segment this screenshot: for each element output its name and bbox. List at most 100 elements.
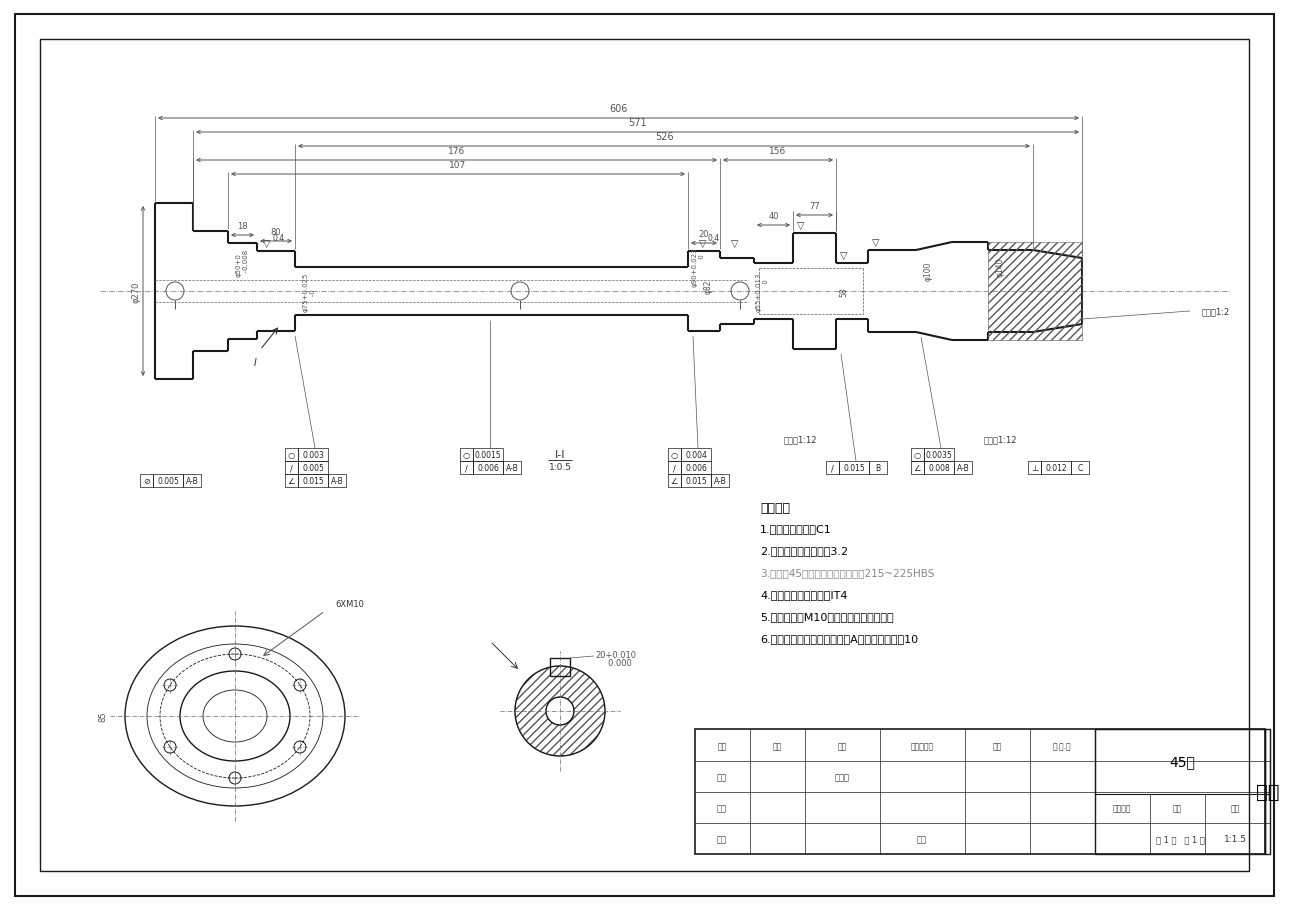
Bar [460, 448, 473, 462]
Text: 0.006: 0.006 [477, 464, 499, 473]
Text: 0.015: 0.015 [843, 464, 865, 473]
Text: 6XM10: 6XM10 [335, 599, 363, 609]
Bar [503, 462, 521, 475]
Text: 重量: 重量 [1173, 804, 1182, 813]
Text: ▽: ▽ [873, 238, 880, 248]
Text: 0.0015: 0.0015 [474, 451, 501, 459]
Text: 锥度为1:2: 锥度为1:2 [1201, 307, 1230, 316]
Text: 更改文件号: 更改文件号 [910, 742, 933, 751]
Text: 0.015: 0.015 [686, 476, 706, 486]
Bar [550, 659, 570, 676]
Text: I: I [254, 358, 257, 368]
Text: 526: 526 [655, 132, 673, 142]
Text: 0.012: 0.012 [1045, 464, 1067, 473]
Text: 20+0.010: 20+0.010 [596, 650, 635, 660]
Text: φ50+0
  -0.008: φ50+0 -0.008 [236, 249, 249, 276]
Bar [681, 462, 712, 475]
Bar [668, 475, 681, 487]
Text: C: C [1078, 464, 1083, 473]
Text: 批准: 批准 [916, 834, 927, 844]
Bar [1029, 462, 1042, 475]
Text: /: / [465, 464, 468, 473]
Text: 处数: 处数 [772, 742, 781, 751]
Bar [153, 475, 183, 487]
Bar [298, 462, 327, 475]
Text: 主轴: 主轴 [1255, 783, 1279, 801]
Text: 606: 606 [610, 104, 628, 114]
Bar [911, 448, 924, 462]
Bar [285, 448, 298, 462]
Bar [327, 475, 345, 487]
Text: ⊥: ⊥ [1031, 464, 1038, 473]
Text: 58: 58 [839, 287, 848, 296]
Text: 0.000: 0.000 [596, 659, 632, 667]
Text: I-I: I-I [554, 449, 566, 459]
Text: 176: 176 [447, 147, 465, 156]
Text: 0.008: 0.008 [928, 464, 950, 473]
Text: 20: 20 [699, 230, 709, 239]
Bar [460, 462, 473, 475]
Bar [668, 462, 681, 475]
Text: φ55+0.013
         0: φ55+0.013 0 [755, 272, 768, 312]
Bar [1094, 729, 1265, 855]
Text: 0.005: 0.005 [302, 464, 324, 473]
Text: 0.4: 0.4 [708, 234, 721, 242]
Text: 1.未注明倒角均为C1: 1.未注明倒角均为C1 [761, 524, 831, 534]
Text: ○: ○ [670, 451, 678, 459]
Text: 标记: 标记 [718, 742, 727, 751]
Bar [869, 462, 887, 475]
Text: 标准化: 标准化 [834, 773, 849, 782]
Text: 156: 156 [770, 147, 786, 156]
Bar [1094, 729, 1270, 794]
Text: ∠: ∠ [914, 464, 922, 473]
Text: ⊘: ⊘ [143, 476, 150, 486]
Bar [285, 475, 298, 487]
Text: ○: ○ [287, 451, 295, 459]
Text: φ100: φ100 [923, 261, 932, 281]
Text: 107: 107 [450, 161, 467, 169]
Bar [695, 729, 1265, 855]
Text: ▽: ▽ [840, 251, 848, 261]
Text: φ90+0.023
         0: φ90+0.023 0 [691, 247, 705, 286]
Bar [285, 462, 298, 475]
Text: 审核: 审核 [717, 804, 727, 813]
Text: 锥度为1:12: 锥度为1:12 [784, 435, 817, 444]
Text: A-B: A-B [186, 476, 199, 486]
Text: φ75+0.025
       -0: φ75+0.025 -0 [303, 272, 316, 312]
Bar [924, 462, 954, 475]
Text: 0.004: 0.004 [684, 451, 706, 459]
Text: /: / [673, 464, 675, 473]
Text: ▽: ▽ [731, 239, 739, 249]
Text: φ140: φ140 [995, 258, 1004, 277]
Text: ○: ○ [914, 451, 922, 459]
Text: 1:1.5: 1:1.5 [1223, 834, 1246, 844]
Text: 40: 40 [768, 211, 779, 220]
Text: 工艺: 工艺 [717, 834, 727, 844]
Text: A-B: A-B [956, 464, 969, 473]
Bar [681, 448, 712, 462]
Text: ▽: ▽ [798, 220, 804, 230]
Bar [911, 462, 924, 475]
Text: ∠: ∠ [287, 476, 295, 486]
Text: 阶段标记: 阶段标记 [1112, 804, 1132, 813]
Bar [954, 462, 972, 475]
Text: 共 1 张   第 1 张: 共 1 张 第 1 张 [1155, 834, 1204, 844]
Text: 571: 571 [628, 118, 647, 128]
Text: /: / [831, 464, 834, 473]
Bar [183, 475, 201, 487]
Text: 77: 77 [809, 201, 820, 210]
Text: 比例: 比例 [1231, 804, 1240, 813]
Text: 5.法兰盘六个M10螺纹孔沿圆面均匀分布: 5.法兰盘六个M10螺纹孔沿圆面均匀分布 [761, 611, 893, 621]
Text: φ270: φ270 [131, 281, 141, 302]
Bar [473, 462, 503, 475]
Bar [924, 448, 954, 462]
Text: 45钢: 45钢 [1169, 754, 1195, 769]
Text: 设计: 设计 [717, 773, 727, 782]
Bar [473, 448, 503, 462]
Bar [668, 448, 681, 462]
Text: ▽: ▽ [263, 239, 271, 249]
Text: A-B: A-B [714, 476, 727, 486]
Text: 6.所使用的键为圆头普通平键A型，圆头半径为10: 6.所使用的键为圆头普通平键A型，圆头半径为10 [761, 633, 918, 643]
Bar [826, 462, 839, 475]
Text: 分区: 分区 [838, 742, 847, 751]
